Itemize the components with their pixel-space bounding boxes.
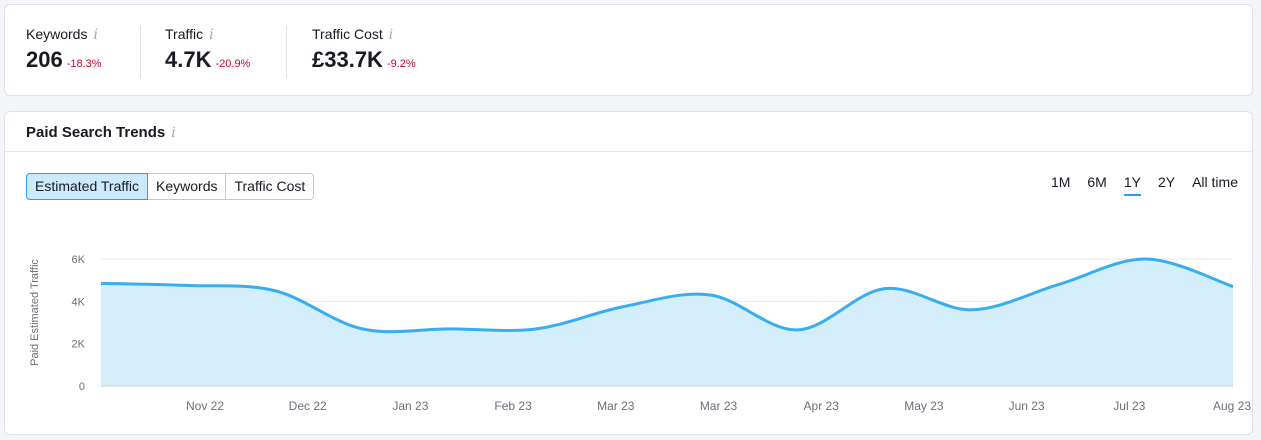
series-area [101, 258, 1233, 386]
traffic-area-chart: 0 2K 4K 6K Paid Estimated Traffic Nov 22 Dec 2… [29, 254, 1251, 413]
metric-value: 4.7K [165, 47, 212, 72]
x-tick-label: Aug 23 [1213, 399, 1251, 413]
range-1m[interactable]: 1M [1050, 174, 1071, 190]
x-tick-label: May 23 [904, 399, 944, 413]
metric-value: 206 [26, 47, 63, 72]
trends-title: Paid Search Trends [26, 124, 166, 141]
trends-header: Paid Search Trends i [5, 112, 1252, 152]
x-tick-label: Nov 22 [186, 399, 224, 413]
x-tick-label: Jan 23 [392, 399, 428, 413]
x-tick-label: Apr 23 [804, 399, 840, 413]
y-tick-label: 2K [72, 339, 86, 351]
x-tick-label: Dec 22 [289, 399, 327, 413]
y-tick-label: 4K [72, 296, 86, 308]
info-icon[interactable]: i [171, 125, 176, 141]
tab-traffic-cost[interactable]: Traffic Cost [226, 173, 315, 200]
metric-label: Keywords [26, 26, 88, 42]
range-1y[interactable]: 1Y [1123, 174, 1141, 196]
metric-delta: -18.3% [66, 58, 102, 70]
info-icon[interactable]: i [388, 27, 394, 43]
summary-card: Keywords i 206 -18.3% Traffic i 4.7K -20.9% … [4, 4, 1253, 96]
info-icon[interactable]: i [93, 27, 98, 43]
range-all-time[interactable]: All time [1192, 174, 1238, 190]
metric-delta: -20.9% [215, 58, 251, 70]
x-tick-label: Mar 23 [597, 399, 635, 413]
metric-delta: -9.2% [386, 58, 416, 70]
series-line [100, 257, 1234, 334]
y-tick-label: 6K [72, 254, 86, 266]
tab-keywords[interactable]: Keywords [148, 173, 227, 200]
x-tick-label: Jun 23 [1009, 399, 1045, 413]
x-tick-label: Jul 23 [1113, 399, 1145, 413]
metric-label: Traffic Cost [312, 26, 383, 42]
y-axis-title: Paid Estimated Traffic [29, 259, 41, 366]
metric-label: Traffic [165, 26, 204, 42]
metric-tab-group: Estimated Traffic Keywords Traffic Cost [26, 173, 315, 200]
tab-estimated-traffic[interactable]: Estimated Traffic [26, 173, 149, 200]
range-6m[interactable]: 6M [1087, 174, 1107, 190]
time-range-group: 1M 6M 1Y 2Y All time [1051, 174, 1238, 196]
paid-search-trends-card: Paid Search Trends i Estimated Traffic Ke… [4, 111, 1253, 435]
metric-divider [140, 26, 141, 78]
x-tick-label: Feb 23 [494, 399, 532, 413]
metric-value: £33.7K [312, 47, 383, 72]
x-tick-label: Mar 23 [700, 399, 738, 413]
metric-divider [286, 26, 287, 78]
y-tick-label: 0 [79, 381, 85, 393]
range-2y[interactable]: 2Y [1157, 174, 1176, 190]
info-icon[interactable]: i [209, 27, 214, 43]
